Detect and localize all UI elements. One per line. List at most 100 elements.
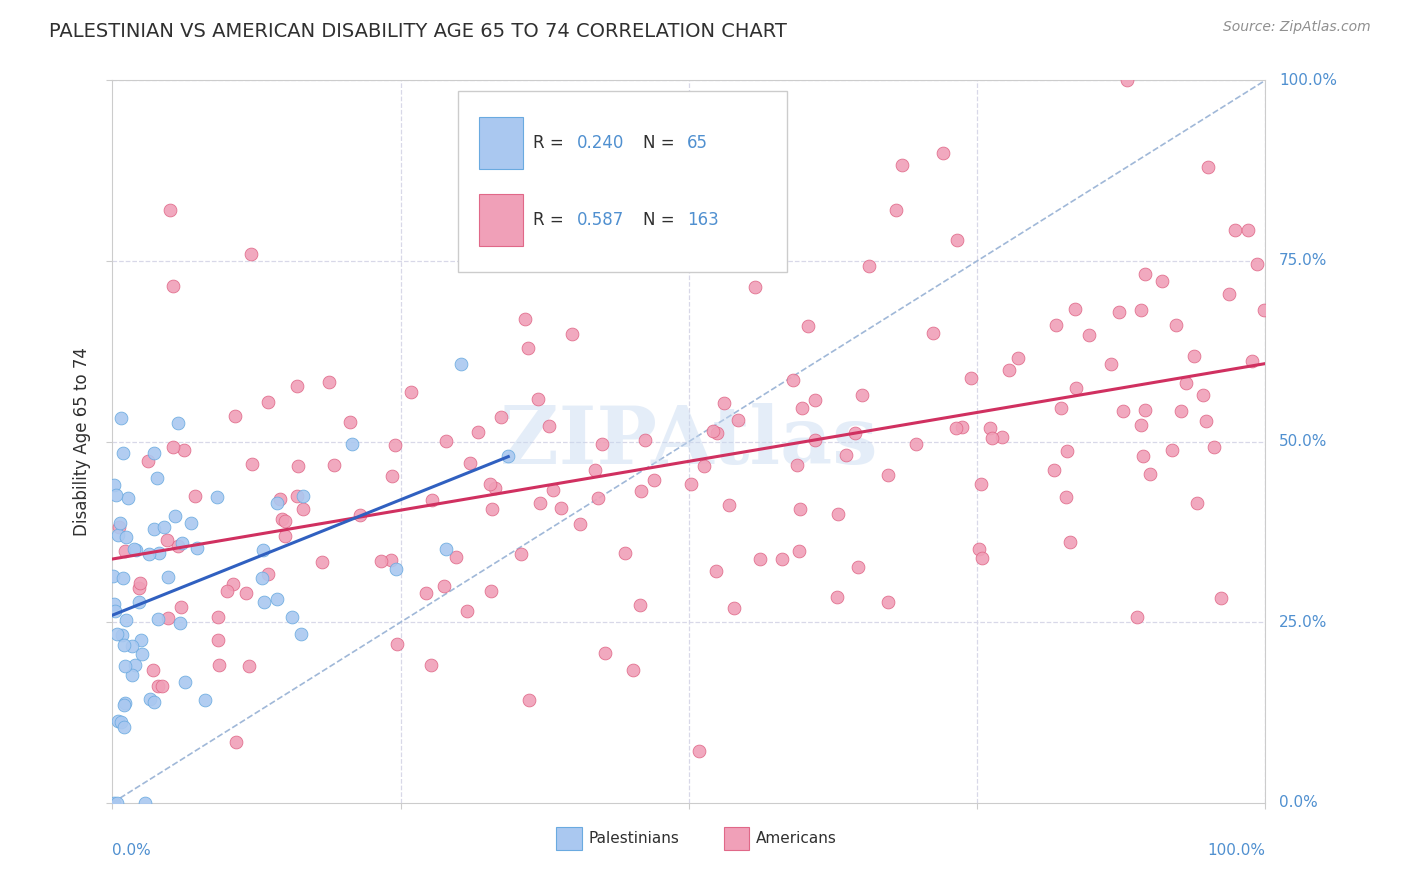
Point — [1195, 414, 1218, 428]
Point — [693, 459, 716, 474]
Point — [110, 411, 132, 425]
Point — [591, 437, 613, 451]
Point — [1045, 318, 1067, 332]
Text: 0.240: 0.240 — [576, 135, 624, 153]
Point — [122, 541, 145, 556]
Text: N =: N = — [643, 135, 679, 153]
Point — [481, 502, 503, 516]
Point — [224, 409, 246, 423]
Point — [444, 549, 467, 564]
Point — [240, 458, 263, 472]
Point — [225, 735, 247, 749]
Point — [281, 610, 304, 624]
Point — [1126, 610, 1149, 624]
Point — [851, 388, 873, 402]
Point — [891, 158, 914, 172]
Text: 65: 65 — [686, 135, 707, 153]
Point — [434, 542, 457, 557]
Point — [153, 520, 176, 534]
Point — [537, 418, 560, 433]
Point — [858, 259, 880, 273]
FancyBboxPatch shape — [458, 91, 787, 272]
Point — [630, 484, 652, 499]
Point — [180, 516, 202, 530]
Point — [156, 611, 179, 625]
Point — [433, 579, 456, 593]
Point — [489, 409, 512, 424]
Point — [105, 796, 128, 810]
Text: 50.0%: 50.0% — [1279, 434, 1327, 449]
Point — [510, 547, 533, 561]
Text: 0.0%: 0.0% — [112, 843, 152, 857]
Point — [186, 541, 208, 556]
FancyBboxPatch shape — [557, 827, 582, 850]
Point — [257, 567, 280, 582]
Point — [183, 489, 205, 503]
Point — [285, 379, 308, 393]
Point — [370, 554, 392, 568]
Point — [1050, 401, 1073, 416]
Point — [103, 478, 125, 492]
Point — [173, 442, 195, 457]
Point — [167, 539, 190, 553]
Y-axis label: Disability Age 65 to 74: Disability Age 65 to 74 — [73, 347, 91, 536]
Point — [162, 279, 184, 293]
Point — [274, 529, 297, 543]
Point — [339, 415, 361, 429]
Point — [787, 544, 810, 558]
Text: R =: R = — [533, 211, 569, 228]
Point — [107, 714, 129, 728]
Point — [561, 327, 583, 342]
Point — [634, 433, 657, 447]
Point — [110, 516, 132, 531]
Text: 25.0%: 25.0% — [1279, 615, 1327, 630]
Point — [385, 637, 408, 651]
Point — [111, 446, 134, 460]
Point — [105, 488, 128, 502]
Point — [713, 396, 735, 410]
Point — [643, 473, 665, 487]
Point — [804, 433, 827, 447]
Text: Americans: Americans — [756, 830, 837, 846]
Point — [114, 698, 136, 713]
Point — [593, 646, 616, 660]
Point — [1054, 490, 1077, 504]
Point — [273, 514, 295, 528]
Point — [194, 693, 217, 707]
Point — [945, 421, 967, 435]
Point — [1218, 287, 1240, 301]
Point — [1112, 404, 1135, 418]
Point — [723, 601, 745, 615]
Point — [105, 627, 128, 641]
Point — [128, 582, 150, 596]
Point — [1129, 302, 1152, 317]
Point — [1223, 223, 1246, 237]
Point — [1133, 402, 1156, 417]
Point — [827, 507, 849, 521]
Point — [568, 516, 591, 531]
Point — [1116, 73, 1139, 87]
Point — [1059, 535, 1081, 549]
Point — [1064, 381, 1087, 395]
Point — [1192, 388, 1215, 402]
Point — [931, 145, 953, 160]
Point — [614, 546, 637, 560]
Point — [922, 326, 945, 340]
Point — [110, 715, 132, 730]
Point — [479, 583, 502, 598]
Point — [456, 604, 478, 618]
Point — [134, 796, 156, 810]
Point — [786, 458, 808, 472]
Point — [215, 584, 238, 599]
Point — [112, 720, 135, 734]
Point — [112, 571, 135, 585]
Text: 75.0%: 75.0% — [1279, 253, 1327, 268]
Point — [266, 591, 288, 606]
Point — [1174, 376, 1197, 391]
Point — [142, 663, 165, 677]
Point — [804, 392, 827, 407]
Point — [207, 490, 229, 504]
Point — [844, 426, 866, 441]
Point — [1160, 443, 1182, 458]
Point — [384, 438, 406, 452]
